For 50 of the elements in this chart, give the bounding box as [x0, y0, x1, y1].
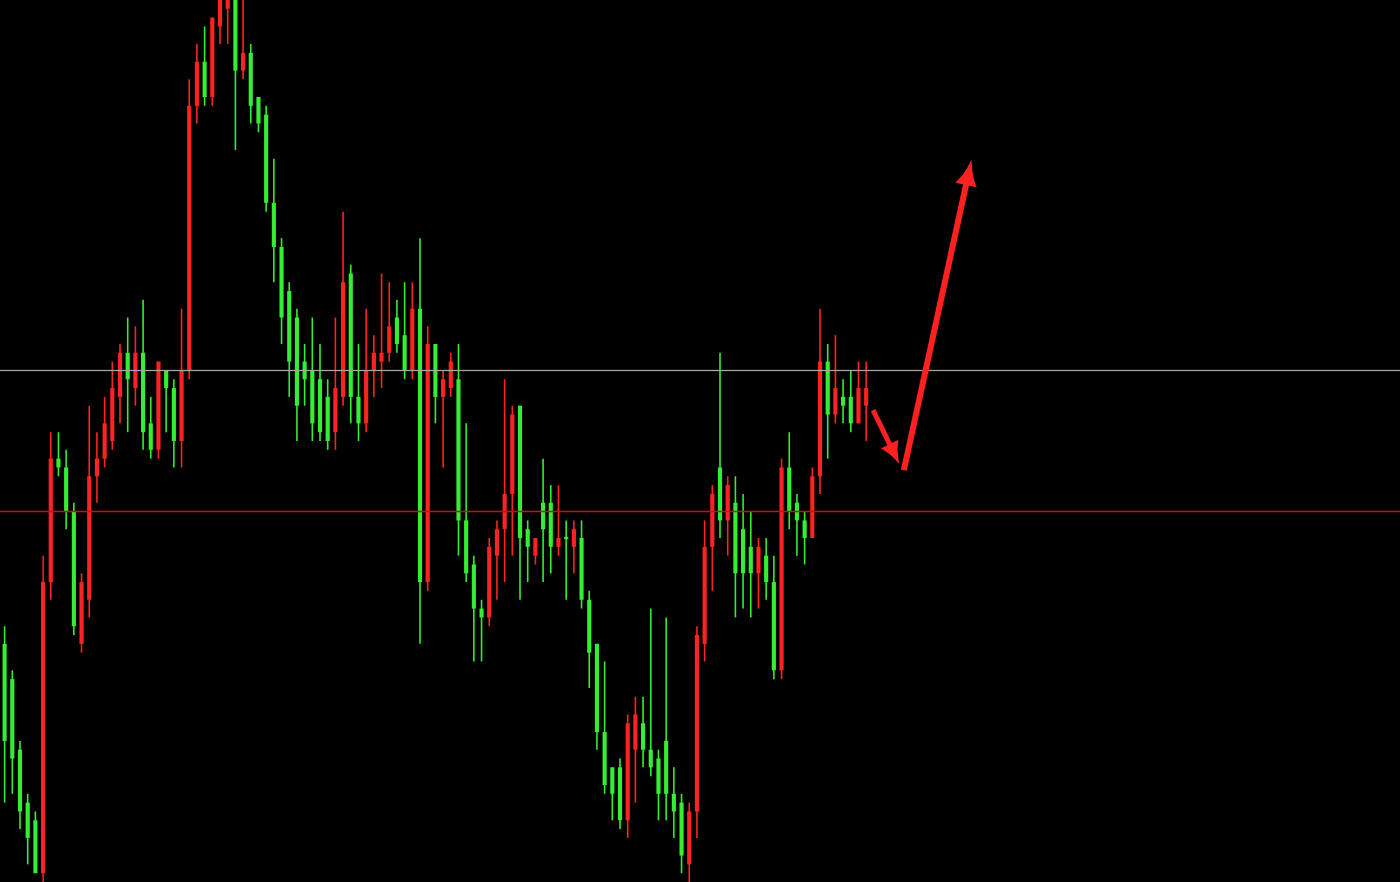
candlestick — [864, 360, 869, 442]
candlestick — [833, 334, 838, 425]
candlestick — [64, 449, 69, 530]
candlestick — [356, 343, 361, 442]
candlestick — [241, 0, 246, 81]
candlestick — [541, 457, 546, 583]
candlestick — [556, 484, 561, 557]
candlestick — [725, 475, 730, 557]
candlestick — [787, 431, 792, 530]
candlestick — [379, 272, 384, 389]
candlestick — [133, 325, 138, 407]
candlestick — [571, 519, 576, 575]
candlestick — [25, 793, 30, 866]
candlestick — [394, 299, 400, 354]
candlestick — [387, 281, 392, 363]
candlestick — [494, 519, 500, 601]
candlestick — [333, 316, 338, 451]
candlestick — [448, 351, 453, 398]
candlestick — [756, 537, 761, 610]
candlestick — [56, 431, 61, 478]
candlestick — [848, 369, 853, 433]
candlestick — [764, 537, 769, 601]
candlestick — [441, 369, 446, 469]
candlestick — [402, 281, 407, 381]
candlestick — [202, 25, 207, 107]
candlestick — [194, 43, 199, 125]
candlestick — [748, 510, 753, 619]
candlestick — [856, 360, 861, 425]
candlestick — [841, 378, 846, 425]
candlestick — [802, 510, 807, 566]
candlestick — [217, 0, 223, 45]
candlestick — [525, 519, 530, 583]
candlestick — [641, 695, 646, 769]
candlestick — [371, 334, 376, 398]
candlestick — [502, 378, 507, 583]
candlestick — [117, 343, 123, 425]
candlestick — [94, 431, 99, 504]
candlestick — [271, 157, 276, 284]
candlestick — [225, 0, 230, 45]
candlestick — [471, 554, 476, 663]
candlestick — [656, 748, 661, 822]
candlestick — [741, 493, 746, 610]
candlestick — [479, 598, 484, 663]
candlestick — [325, 378, 330, 451]
candlestick — [533, 537, 538, 566]
candlestick — [164, 369, 169, 433]
candlestick — [548, 484, 553, 575]
candlestick — [102, 396, 107, 469]
candlestick — [148, 396, 153, 460]
candlestick — [125, 316, 130, 433]
